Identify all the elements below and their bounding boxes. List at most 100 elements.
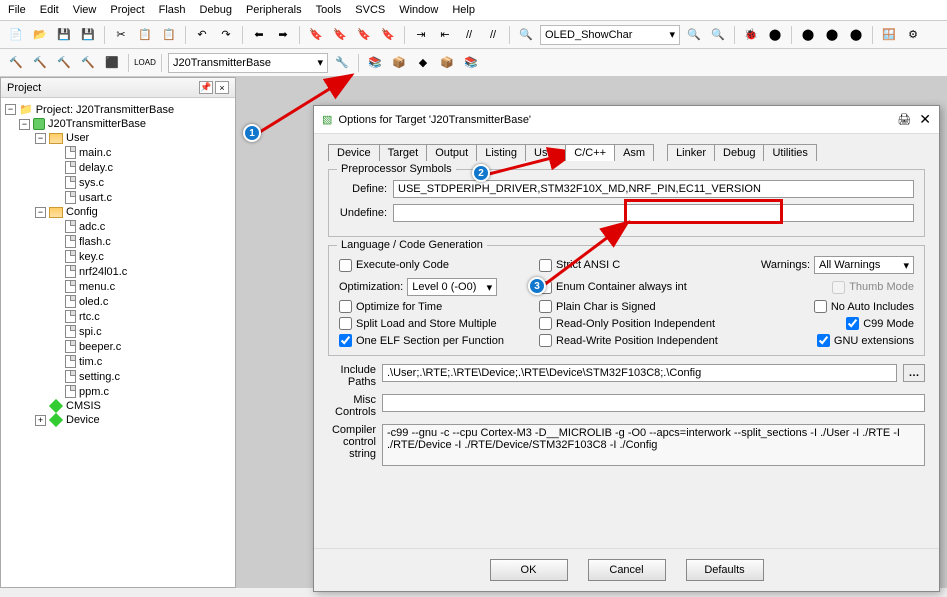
new-file-icon[interactable]: 📄 [6, 25, 26, 45]
tab-output[interactable]: Output [426, 144, 477, 161]
tab-debug[interactable]: Debug [714, 144, 764, 161]
menu-peripherals[interactable]: Peripherals [246, 4, 302, 16]
incremental-find-icon[interactable]: 🔍 [708, 25, 728, 45]
tab-asm[interactable]: Asm [614, 144, 654, 161]
tree-file[interactable]: ppm.c [79, 386, 109, 398]
tree-file[interactable]: flash.c [79, 236, 111, 248]
gnu-ext-checkbox[interactable] [817, 334, 830, 347]
tree-file[interactable]: rtc.c [79, 311, 100, 323]
tree-file[interactable]: nrf24l01.c [79, 266, 127, 278]
rebuild-icon[interactable]: 🔨 [54, 53, 74, 73]
disable-bp-icon[interactable]: ⬤ [822, 25, 842, 45]
menu-window[interactable]: Window [399, 4, 438, 16]
one-elf-checkbox[interactable] [339, 334, 352, 347]
tab-listing[interactable]: Listing [476, 144, 526, 161]
target-combo[interactable]: J20TransmitterBase▾ [168, 53, 328, 73]
tree-file[interactable]: setting.c [79, 371, 120, 383]
cancel-button[interactable]: Cancel [588, 559, 666, 581]
menu-tools[interactable]: Tools [316, 4, 342, 16]
tree-file[interactable]: oled.c [79, 296, 108, 308]
menu-svcs[interactable]: SVCS [355, 4, 385, 16]
save-icon[interactable]: 💾 [54, 25, 74, 45]
cut-icon[interactable]: ✂ [111, 25, 131, 45]
tree-file[interactable]: adc.c [79, 221, 105, 233]
tree-file[interactable]: tim.c [79, 356, 102, 368]
tab-target[interactable]: Target [379, 144, 428, 161]
undefine-input[interactable] [393, 204, 914, 222]
kill-bp-icon[interactable]: ⬤ [846, 25, 866, 45]
define-input[interactable] [393, 180, 914, 198]
tree-file[interactable]: main.c [79, 147, 111, 159]
indent-icon[interactable]: ⇥ [411, 25, 431, 45]
bookmark-prev-icon[interactable]: 🔖 [330, 25, 350, 45]
menu-edit[interactable]: Edit [40, 4, 59, 16]
tree-file[interactable]: key.c [79, 251, 104, 263]
batch-build-icon[interactable]: 🔨 [78, 53, 98, 73]
ro-position-checkbox[interactable] [539, 317, 552, 330]
tree-file[interactable]: delay.c [79, 162, 113, 174]
include-paths-input[interactable]: .\User;.\RTE;.\RTE\Device;.\RTE\Device\S… [382, 364, 897, 382]
include-browse-button[interactable]: … [903, 364, 925, 382]
plain-char-checkbox[interactable] [539, 300, 552, 313]
c99-mode-checkbox[interactable] [846, 317, 859, 330]
tab-linker[interactable]: Linker [667, 144, 715, 161]
bookmark-icon[interactable]: 🔖 [306, 25, 326, 45]
bookmark-next-icon[interactable]: 🔖 [354, 25, 374, 45]
select-packs-icon[interactable]: ◆ [413, 53, 433, 73]
paste-icon[interactable]: 📋 [159, 25, 179, 45]
tree-file[interactable]: menu.c [79, 281, 115, 293]
enum-container-checkbox[interactable] [539, 281, 552, 294]
misc-controls-input[interactable] [382, 394, 925, 412]
printer-icon[interactable]: 🖨 [897, 113, 911, 126]
tree-target[interactable]: J20TransmitterBase [48, 118, 146, 130]
nav-back-icon[interactable]: ⬅ [249, 25, 269, 45]
menu-help[interactable]: Help [452, 4, 475, 16]
tree-device[interactable]: Device [66, 414, 100, 426]
build-icon[interactable]: 🔨 [30, 53, 50, 73]
translate-icon[interactable]: 🔨 [6, 53, 26, 73]
bookmark-clear-icon[interactable]: 🔖 [378, 25, 398, 45]
tab-user[interactable]: User [525, 144, 566, 161]
tree-file[interactable]: usart.c [79, 192, 112, 204]
menu-debug[interactable]: Debug [200, 4, 232, 16]
tree-file[interactable]: spi.c [79, 326, 102, 338]
panel-pin-icon[interactable]: 📌 [199, 81, 213, 94]
warnings-select[interactable]: All Warnings▾ [814, 256, 914, 274]
toggle-bp-icon[interactable]: ⬤ [798, 25, 818, 45]
tab-device[interactable]: Device [328, 144, 380, 161]
find-in-files-icon[interactable]: 🔍 [684, 25, 704, 45]
dialog-close-icon[interactable]: ✕ [919, 111, 931, 128]
tree-group-config[interactable]: Config [66, 206, 98, 218]
panel-close-icon[interactable]: × [215, 81, 229, 94]
optimization-select[interactable]: Level 0 (-O0)▾ [407, 278, 497, 296]
stop-build-icon[interactable]: ⬛ [102, 53, 122, 73]
manage-project-icon[interactable]: 📚 [365, 53, 385, 73]
outdent-icon[interactable]: ⇤ [435, 25, 455, 45]
save-all-icon[interactable]: 💾 [78, 25, 98, 45]
menu-view[interactable]: View [73, 4, 97, 16]
tree-group-user[interactable]: User [66, 132, 89, 144]
pack-installer-icon[interactable]: 📦 [437, 53, 457, 73]
undo-icon[interactable]: ↶ [192, 25, 212, 45]
tree-cmsis[interactable]: CMSIS [66, 400, 101, 412]
project-tree[interactable]: −📁Project: J20TransmitterBase −J20Transm… [1, 98, 235, 587]
ok-button[interactable]: OK [490, 559, 568, 581]
split-load-checkbox[interactable] [339, 317, 352, 330]
download-icon[interactable]: LOAD [135, 53, 155, 73]
open-file-icon[interactable]: 📂 [30, 25, 50, 45]
tree-file[interactable]: beeper.c [79, 341, 121, 353]
tab-utilities[interactable]: Utilities [763, 144, 816, 161]
menu-file[interactable]: File [8, 4, 26, 16]
execute-only-checkbox[interactable] [339, 259, 352, 272]
menu-flash[interactable]: Flash [159, 4, 186, 16]
options-icon[interactable]: 🔧 [332, 53, 352, 73]
breakpoint-icon[interactable]: ⬤ [765, 25, 785, 45]
defaults-button[interactable]: Defaults [686, 559, 764, 581]
config-icon[interactable]: ⚙ [903, 25, 923, 45]
nav-fwd-icon[interactable]: ➡ [273, 25, 293, 45]
tree-root[interactable]: Project: J20TransmitterBase [36, 104, 174, 116]
manage-rte-icon[interactable]: 📦 [389, 53, 409, 73]
tree-file[interactable]: sys.c [79, 177, 104, 189]
no-auto-includes-checkbox[interactable] [814, 300, 827, 313]
comment-icon[interactable]: // [459, 25, 479, 45]
